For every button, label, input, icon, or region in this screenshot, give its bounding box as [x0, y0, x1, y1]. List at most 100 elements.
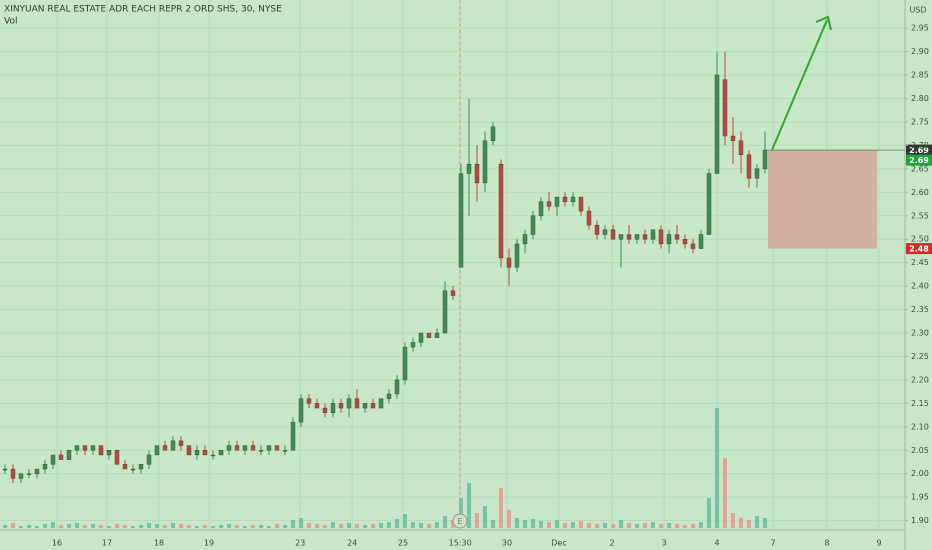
candle-body — [362, 403, 368, 409]
volume-bar — [571, 522, 575, 528]
x-tick-label: 8 — [824, 539, 829, 548]
candle-body — [114, 450, 120, 465]
candle-body — [642, 234, 648, 240]
volume-bar — [131, 526, 135, 528]
candle-body — [58, 454, 64, 460]
price-badge-label: 2.48 — [909, 245, 929, 254]
volume-bar — [747, 520, 751, 528]
candle-body — [458, 173, 464, 268]
volume-bar — [627, 523, 631, 528]
volume-bar — [483, 506, 487, 528]
volume-bar — [99, 525, 103, 528]
x-tick-label: 7 — [770, 539, 775, 548]
volume-bar — [635, 524, 639, 528]
volume-bar — [507, 510, 511, 528]
candle-body — [170, 440, 176, 451]
volume-bar — [123, 525, 127, 528]
price-badges: 2.692.69 2.48 — [906, 144, 932, 255]
volume-bar — [107, 526, 111, 528]
overlay — [765, 149, 905, 249]
volume-bar — [179, 524, 183, 528]
volume-bar — [563, 523, 567, 528]
x-tick-label: 18 — [154, 539, 164, 548]
candle-body — [82, 445, 88, 451]
volume-bar — [83, 525, 87, 528]
earnings-badge — [452, 513, 468, 529]
volume-bar — [715, 408, 719, 528]
volume-bar — [691, 524, 695, 528]
candle-body — [42, 464, 48, 470]
y-tick-label: 2.15 — [911, 399, 929, 408]
x-tick-label: 16 — [52, 539, 62, 548]
candle-body — [722, 79, 728, 137]
candle-body — [26, 473, 32, 475]
candle-body — [634, 234, 640, 240]
chart-title: XINYUAN REAL ESTATE ADR EACH REPR 2 ORD … — [4, 5, 282, 15]
candle-body — [322, 407, 328, 413]
volume-bar — [667, 523, 671, 528]
volume-bar — [27, 525, 31, 528]
candle-body — [490, 126, 496, 141]
volume-bar — [299, 518, 303, 528]
y-tick-label: 2.65 — [911, 164, 929, 173]
volume-bar — [659, 524, 663, 528]
arrow-head — [815, 15, 832, 31]
candle-body — [434, 332, 440, 338]
currency-label: USD — [909, 6, 926, 15]
candle-body — [234, 445, 240, 451]
candle-body — [74, 445, 80, 451]
volume-bar — [59, 525, 63, 528]
volume-bars — [3, 408, 767, 528]
volume-bar — [675, 524, 679, 528]
volume-bar — [195, 526, 199, 528]
candle-body — [602, 229, 608, 235]
candle-body — [2, 468, 8, 471]
candle-body — [274, 445, 280, 451]
volume-bar — [547, 522, 551, 528]
candle-body — [370, 403, 376, 409]
candle-body — [138, 464, 144, 470]
volume-bar — [307, 523, 311, 528]
candle-body — [538, 201, 544, 216]
candle-body — [482, 140, 488, 184]
candle-body — [298, 398, 304, 423]
volume-bar — [515, 518, 519, 528]
volume-bar — [555, 520, 559, 528]
volume-bar — [3, 525, 7, 528]
volume-bar — [595, 524, 599, 528]
volume-bar — [475, 513, 479, 528]
y-tick-label: 2.95 — [911, 24, 929, 33]
candle-body — [338, 403, 344, 409]
volume-bar — [355, 524, 359, 528]
volume-bar — [115, 524, 119, 528]
x-tick-label: 19 — [204, 539, 214, 548]
y-tick-label: 2.40 — [911, 282, 929, 291]
volume-bar — [763, 518, 767, 528]
candle-body — [226, 445, 232, 451]
volume-bar — [19, 526, 23, 528]
volume-bar — [267, 526, 271, 528]
volume-bar — [219, 525, 223, 528]
x-tick-label: 23 — [295, 539, 305, 548]
volume-bar — [275, 524, 279, 528]
volume-bar — [435, 522, 439, 528]
x-tick-label: 30 — [502, 539, 512, 548]
candle-body — [514, 243, 520, 268]
volume-label: Vol — [4, 17, 17, 27]
volume-bar — [339, 524, 343, 528]
volume-bar — [203, 525, 207, 528]
candle-body — [146, 454, 152, 465]
candle-body — [418, 332, 424, 343]
volume-bar — [395, 519, 399, 528]
x-tick-label: 9 — [876, 539, 881, 548]
volume-bar — [147, 523, 151, 528]
volume-bar — [611, 524, 615, 528]
volume-bar — [459, 498, 463, 528]
y-tick-label: 2.75 — [911, 117, 929, 126]
candle-body — [650, 229, 656, 240]
candle-body — [210, 454, 216, 457]
price-badge — [906, 243, 932, 255]
candle-body — [610, 229, 616, 240]
volume-bar — [403, 514, 407, 528]
volume-bar — [291, 520, 295, 528]
